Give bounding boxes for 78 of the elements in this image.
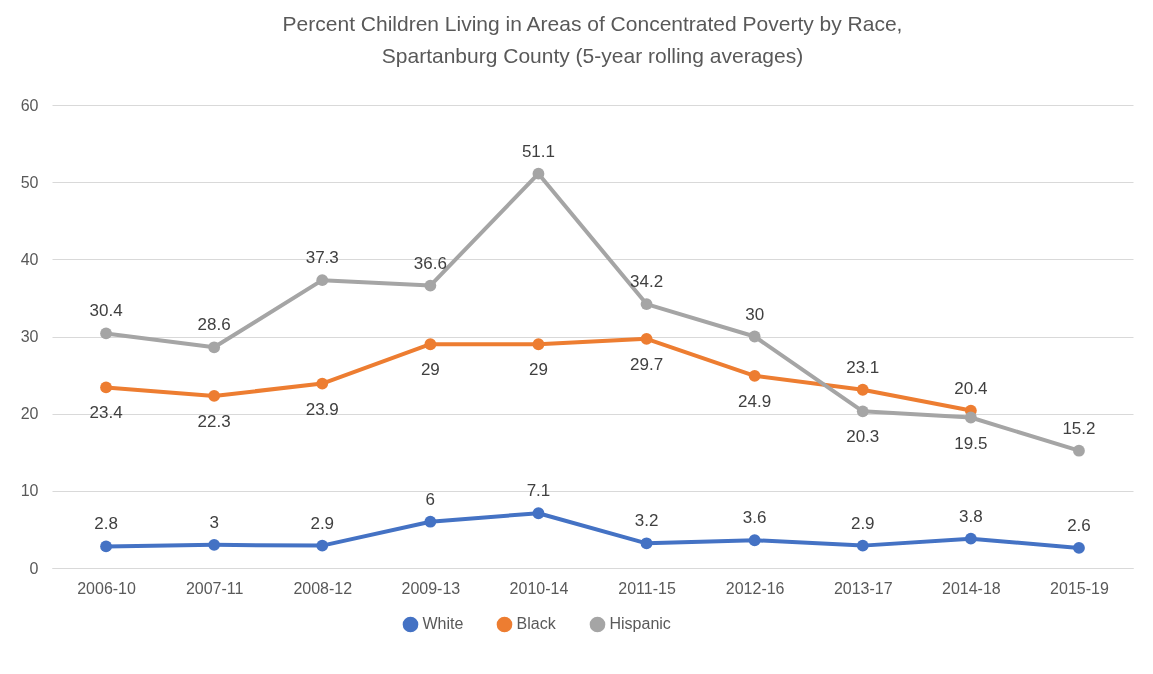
data-label: 20.4 — [954, 378, 988, 398]
point — [424, 338, 437, 351]
x-tick-label: 2008-12 — [293, 579, 353, 597]
data-label: 37.3 — [305, 248, 339, 268]
data-label: 29 — [528, 360, 548, 380]
point — [208, 341, 221, 354]
legend-label: White — [422, 615, 464, 633]
y-tick-label: 50 — [20, 173, 39, 191]
data-label: 3.6 — [742, 508, 767, 528]
x-tick-label: 2013-17 — [833, 579, 893, 597]
data-label: 36.6 — [413, 253, 447, 273]
point — [856, 383, 869, 396]
data-label: 34.2 — [630, 272, 664, 292]
point — [748, 369, 761, 382]
x-tick-label: 2012-16 — [725, 579, 785, 597]
point — [1073, 542, 1085, 554]
point — [856, 539, 869, 552]
point — [1073, 444, 1085, 457]
x-tick-label: 2015-19 — [1050, 579, 1109, 597]
point — [532, 507, 545, 520]
point — [316, 274, 329, 287]
point — [208, 390, 221, 402]
x-tick-label: 2007-11 — [185, 579, 244, 597]
data-label: 2.6 — [1067, 515, 1091, 535]
data-label: 23.9 — [305, 399, 339, 419]
data-label: 3.2 — [634, 511, 659, 531]
point — [424, 515, 437, 528]
point — [100, 540, 112, 553]
point — [532, 338, 545, 351]
point — [748, 534, 761, 547]
data-label: 19.5 — [954, 433, 988, 453]
y-tick-label: 20 — [20, 405, 39, 423]
point — [100, 381, 112, 394]
y-tick-label: 30 — [20, 328, 39, 345]
point — [640, 537, 653, 550]
point — [316, 539, 329, 552]
point — [100, 327, 112, 340]
data-label: 2.8 — [94, 514, 118, 534]
data-label: 29 — [420, 360, 440, 380]
point — [208, 538, 221, 551]
point — [964, 411, 977, 424]
point — [532, 167, 545, 180]
data-label: 22.3 — [197, 411, 231, 431]
data-label: 6 — [425, 489, 436, 509]
y-tick-label: 40 — [20, 250, 39, 268]
point — [640, 298, 653, 310]
data-label: 2.9 — [850, 513, 875, 533]
y-tick-label: 0 — [29, 559, 39, 577]
data-label: 23.4 — [89, 403, 123, 423]
data-label: 2.9 — [310, 513, 335, 533]
x-tick-label: 2010-14 — [509, 579, 569, 597]
y-tick-label: 60 — [20, 96, 39, 114]
x-tick-label: 2011-15 — [618, 579, 676, 597]
legend-label: Hispanic — [609, 615, 671, 633]
data-label: 3.8 — [959, 506, 983, 526]
x-tick-label: 2014-18 — [941, 579, 1001, 597]
x-tick-label: 2009-13 — [401, 579, 461, 597]
data-label: 7.1 — [526, 481, 551, 501]
legend-label: Black — [516, 615, 557, 633]
chart-title: Percent Children Living in Areas of Concentrated Poverty by Race, Spartanburg County (5-year rolling averages) — [282, 12, 903, 67]
point — [856, 405, 869, 418]
point — [316, 377, 329, 390]
x-tick-label: 2006-10 — [77, 579, 137, 597]
point — [424, 279, 437, 292]
data-label: 23.1 — [846, 357, 880, 377]
point — [748, 330, 761, 343]
point — [964, 532, 977, 545]
data-label: 3 — [209, 512, 219, 532]
data-label: 20.3 — [846, 427, 880, 447]
data-label: 51.1 — [521, 141, 555, 161]
point — [640, 332, 653, 345]
data-label: 29.7 — [630, 354, 664, 374]
data-label: 15.2 — [1062, 418, 1096, 438]
y-tick-label: 10 — [20, 482, 39, 500]
data-label: 30 — [745, 304, 765, 324]
data-label: 28.6 — [197, 315, 231, 335]
data-label: 30.4 — [89, 301, 123, 321]
data-label: 24.9 — [738, 391, 772, 411]
